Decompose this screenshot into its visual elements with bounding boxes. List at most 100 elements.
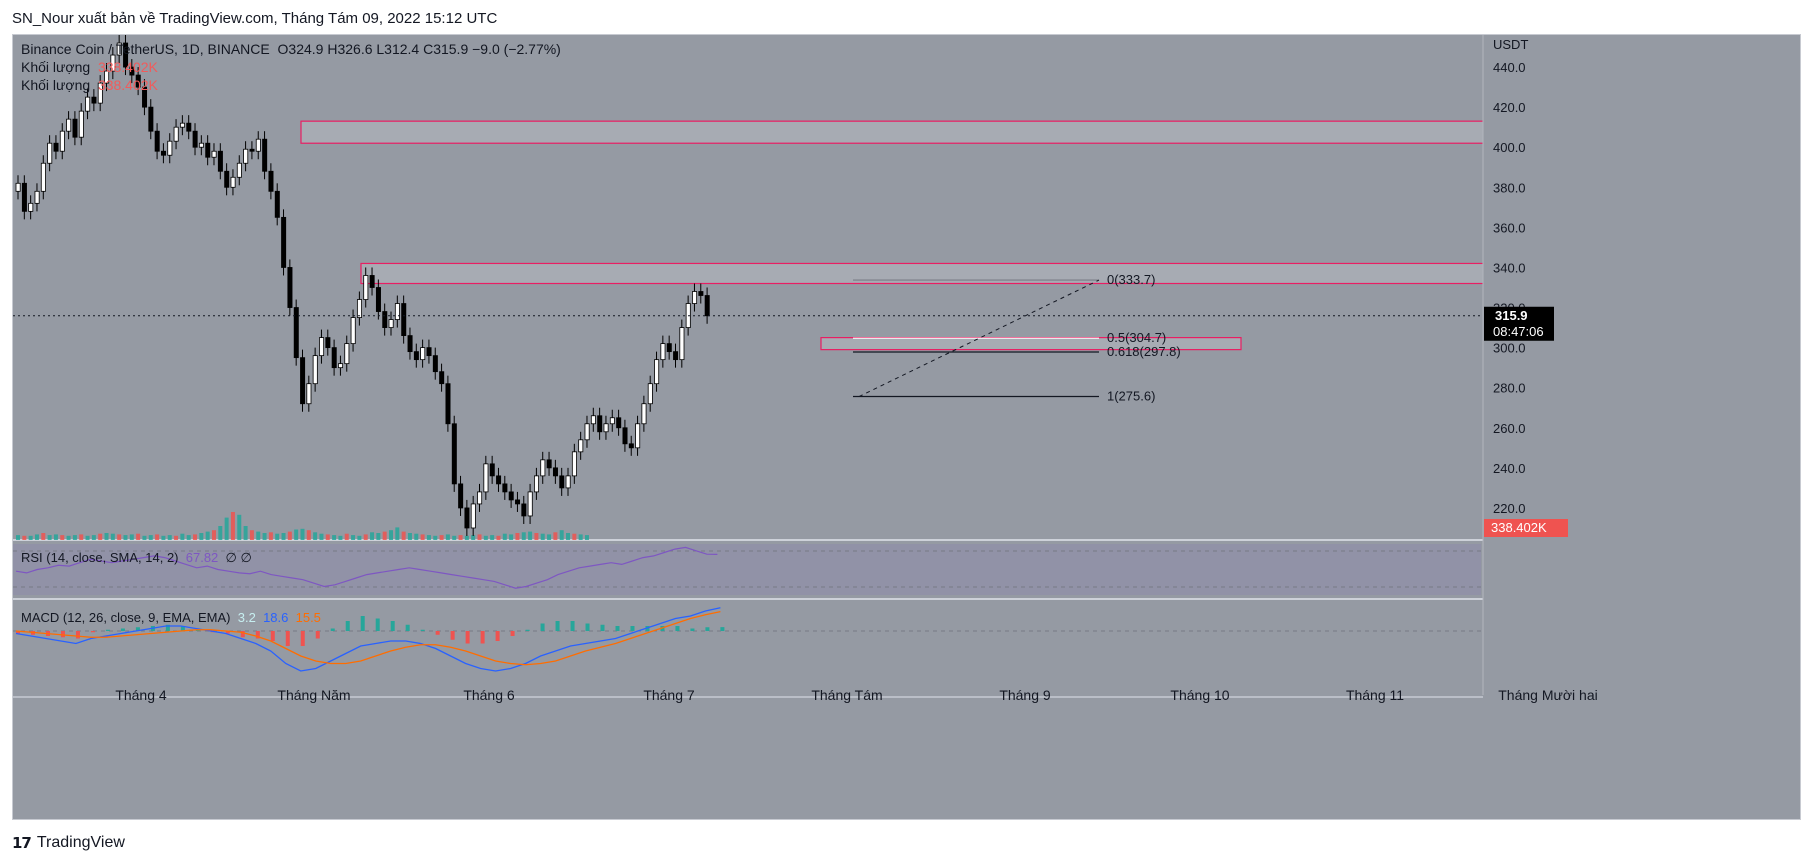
volume-bar	[193, 534, 198, 540]
candle-body	[413, 351, 419, 361]
macd-histogram-bar	[225, 631, 230, 634]
footer-branding[interactable]: 𝟭𝟳 TradingView	[12, 834, 125, 852]
candle-body	[382, 311, 388, 328]
candle-body	[546, 459, 552, 469]
macd-histogram-bar	[510, 631, 515, 636]
volume-bar	[186, 535, 191, 540]
price-tick-label: 380.0	[1493, 180, 1526, 195]
candle-body	[515, 499, 521, 505]
volume-bar	[439, 535, 444, 540]
candle-body	[489, 463, 495, 477]
macd-histogram-bar	[690, 628, 695, 631]
ohlc-values: O324.9 H326.6 L312.4 C315.9 −9.0 (−2.77%…	[277, 41, 561, 57]
candle-body	[331, 347, 337, 369]
macd-histogram-bar	[255, 631, 260, 639]
candle-body	[420, 347, 426, 361]
fib-level-label: 1(275.6)	[1107, 389, 1155, 404]
volume-bar	[91, 535, 96, 540]
chart-canvas[interactable]: 0(333.7) 0.5(304.7)0.618(297.8) 1(275.6) 6…	[13, 35, 1800, 819]
macd-histogram-bar	[600, 624, 605, 631]
candle-body	[666, 343, 672, 353]
macd-histogram-bar	[240, 631, 245, 638]
candle-body	[432, 355, 438, 373]
candle-body	[262, 138, 268, 172]
macd-histogram-bar	[270, 631, 275, 641]
volume-bar	[155, 534, 160, 540]
volume-value: 338.402K	[97, 77, 158, 93]
candle-body	[224, 170, 230, 188]
candle-body	[236, 162, 242, 178]
volume-bar	[262, 533, 267, 540]
candle-body	[198, 142, 204, 148]
volume-bar	[376, 533, 381, 540]
demand-zone	[820, 336, 1242, 351]
candle-body	[21, 182, 27, 212]
symbol-legend[interactable]: Binance Coin / TetherUS, 1D, BINANCE O32…	[21, 41, 561, 57]
price-tick-label: 220.0	[1493, 501, 1526, 516]
chart-panel[interactable]: 0(333.7) 0.5(304.7)0.618(297.8) 1(275.6) 6…	[12, 34, 1801, 820]
volume-bar	[306, 530, 311, 540]
macd-histogram-bar	[435, 631, 440, 635]
volume-bar	[161, 535, 166, 540]
macd-legend[interactable]: MACD (12, 26, close, 9, EMA, EMA) 3.2 18…	[21, 610, 321, 625]
macd-histogram-bar	[345, 621, 350, 631]
candle-body	[85, 96, 91, 112]
candle-body	[641, 403, 647, 425]
volume-bar	[553, 532, 558, 540]
candle-body	[34, 190, 40, 204]
volume-bar	[199, 533, 204, 540]
candle-body	[344, 343, 350, 365]
volume-legend-1[interactable]: Khối lượng 338.402K	[21, 59, 158, 75]
volume-bar	[420, 534, 425, 540]
volume-bar	[534, 533, 539, 540]
time-tick-label: Tháng 6	[463, 687, 515, 703]
candle-body	[660, 343, 666, 361]
volume-bar	[211, 530, 216, 540]
price-tick-label: 440.0	[1493, 60, 1526, 75]
candle-body	[635, 423, 641, 449]
time-tick-label: Tháng 10	[1170, 687, 1229, 703]
candle-body	[470, 503, 476, 529]
volume-bar	[572, 533, 577, 540]
volume-bar	[490, 535, 495, 540]
candle-body	[451, 423, 457, 485]
candle-body	[502, 483, 508, 493]
macd-histogram-bar	[375, 618, 380, 631]
candle-body	[565, 475, 571, 489]
candle-body	[698, 291, 704, 296]
candle-body	[129, 66, 135, 76]
candle-body	[521, 503, 527, 517]
symbol-name[interactable]: Binance Coin / TetherUS, 1D, BINANCE	[21, 41, 270, 57]
candle-body	[394, 303, 400, 320]
rsi-legend[interactable]: RSI (14, close, SMA, 14, 2) 67.82 ∅ ∅	[21, 550, 252, 566]
macd-histogram-bar	[135, 627, 140, 631]
volume-bar	[205, 531, 210, 540]
candle-body	[445, 383, 451, 425]
candle-body	[654, 359, 660, 385]
volume-tag	[1484, 519, 1568, 537]
macd-histogram-bar	[540, 623, 545, 631]
volume-bar	[281, 533, 286, 540]
volume-bar	[559, 530, 564, 540]
volume-bar	[72, 535, 77, 540]
fib-level-label: 0.5(304.7)	[1107, 330, 1166, 345]
price-tick-label: 280.0	[1493, 381, 1526, 396]
candle-body	[268, 170, 274, 192]
macd-histogram-bar	[405, 624, 410, 631]
candle-body	[458, 483, 464, 509]
rsi-value: 67.82	[185, 550, 219, 565]
volume-legend-2[interactable]: Khối lượng 338.402K	[21, 77, 158, 93]
volume-bar	[129, 534, 134, 540]
volume-bar	[566, 533, 571, 540]
macd-histogram-bar	[720, 627, 725, 631]
volume-bar	[180, 533, 185, 540]
macd-histogram-bar	[705, 627, 710, 631]
candle-body	[281, 216, 287, 268]
volume-bar	[363, 534, 368, 540]
candle-body	[255, 138, 261, 152]
volume-bar	[414, 533, 419, 540]
candle-body	[287, 267, 293, 308]
volume-bar	[496, 535, 501, 540]
candle-body	[173, 126, 179, 142]
macd-histogram-bar	[330, 628, 335, 631]
